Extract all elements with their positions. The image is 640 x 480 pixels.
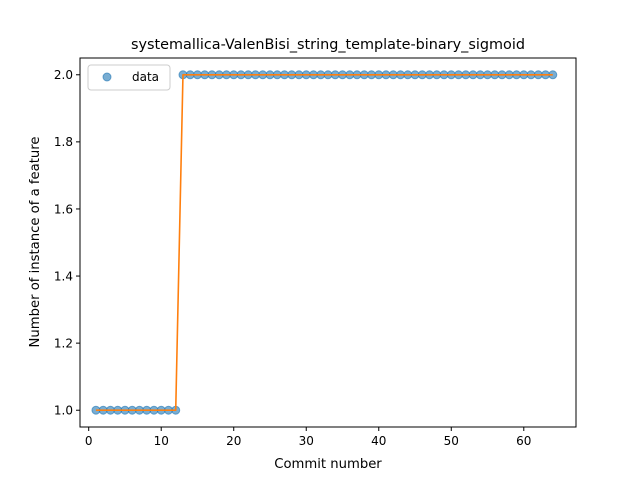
x-tick-label: 30 xyxy=(299,434,314,448)
y-tick-label: 1.2 xyxy=(54,336,73,350)
x-tick-label: 20 xyxy=(226,434,241,448)
axes-frame xyxy=(79,57,577,428)
y-tick-label: 1.0 xyxy=(54,404,73,418)
axes-background xyxy=(80,58,576,427)
x-tick-label: 50 xyxy=(444,434,459,448)
x-axis-ticks: 0 10 20 30 40 50 60 xyxy=(85,427,531,448)
y-axis-ticks: 1.0 1.2 1.4 1.6 1.8 2.0 xyxy=(54,68,80,418)
chart-title: systemallica-ValenBisi_string_template-b… xyxy=(131,37,525,53)
legend-marker xyxy=(102,72,112,82)
fit-line xyxy=(95,73,553,412)
x-tick-label: 60 xyxy=(516,434,531,448)
legend-label: data xyxy=(132,70,159,84)
legend: data xyxy=(87,64,171,91)
y-tick-label: 1.8 xyxy=(54,135,73,149)
x-tick-label: 40 xyxy=(371,434,386,448)
x-tick-label: 0 xyxy=(85,434,93,448)
plot-area xyxy=(79,57,577,428)
y-tick-label: 1.6 xyxy=(54,202,73,216)
x-axis-label: Commit number xyxy=(274,457,382,472)
x-tick-label: 10 xyxy=(154,434,169,448)
y-tick-label: 2.0 xyxy=(54,68,73,82)
legend-box xyxy=(87,64,171,91)
y-axis-label: Number of instance of a feature xyxy=(28,137,43,348)
y-tick-label: 1.4 xyxy=(54,269,73,283)
